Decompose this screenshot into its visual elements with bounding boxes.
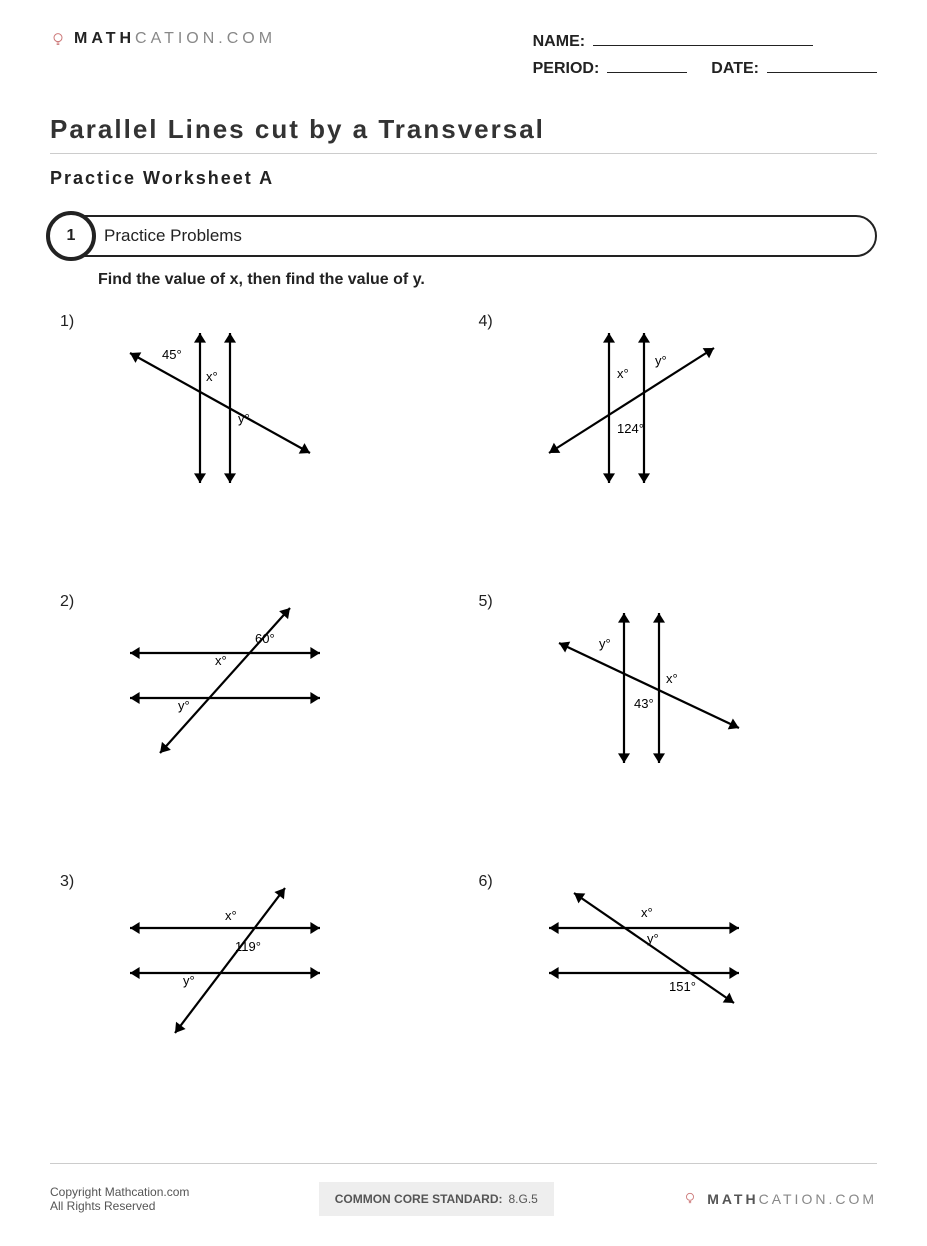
problems-grid: 1) 45° x° y° 4) x° y° 124° 2) 60° x° y° 5) y° x° 43° 3) x…: [60, 313, 877, 1133]
date-blank[interactable]: [767, 57, 877, 73]
angle-label: y°: [599, 636, 611, 651]
brand-bold: MATH: [707, 1191, 758, 1207]
diagram: x° y° 151°: [539, 883, 759, 1056]
student-info: NAME: PERIOD: DATE:: [533, 30, 877, 84]
problem-cell: 2) 60° x° y°: [60, 593, 459, 853]
copyright-line1: Copyright Mathcation.com: [50, 1185, 189, 1199]
angle-label: x°: [215, 653, 227, 668]
section-label: Practice Problems: [104, 226, 242, 246]
ccs-value: 8.G.5: [509, 1192, 538, 1206]
angle-label: y°: [178, 698, 190, 713]
page-header: MATHCATION.COM NAME: PERIOD: DATE:: [50, 30, 877, 84]
brand-logo: MATHCATION.COM: [50, 30, 276, 48]
title-rule: [50, 153, 877, 154]
worksheet-title: Parallel Lines cut by a Transversal: [50, 114, 877, 145]
problem-number: 1): [60, 313, 74, 331]
brand-thin: CATION.COM: [759, 1191, 877, 1207]
angle-label: x°: [206, 369, 218, 384]
diagram: 45° x° y°: [120, 323, 340, 496]
angle-label: 43°: [634, 696, 654, 711]
angle-label: 119°: [235, 939, 261, 954]
brand-bold: MATH: [74, 30, 135, 48]
date-label: DATE:: [711, 60, 759, 78]
angle-label: y°: [238, 411, 250, 426]
problem-cell: 1) 45° x° y°: [60, 313, 459, 573]
angle-label: 60°: [255, 631, 275, 646]
problem-number: 5): [479, 593, 493, 611]
angle-label: y°: [647, 931, 659, 946]
angle-label: x°: [641, 905, 653, 920]
problem-number: 2): [60, 593, 74, 611]
period-label: PERIOD:: [533, 60, 600, 78]
page-footer: Copyright Mathcation.com All Rights Rese…: [50, 1163, 877, 1216]
name-label: NAME:: [533, 33, 585, 51]
ccs-label: COMMON CORE STANDARD:: [335, 1192, 503, 1206]
problem-cell: 6) x° y° 151°: [479, 873, 878, 1133]
bulb-icon: [683, 1191, 699, 1207]
angle-label: 45°: [162, 347, 182, 362]
angle-label: 124°: [617, 421, 644, 436]
angle-label: x°: [666, 671, 678, 686]
diagram: x° 119° y°: [120, 883, 340, 1056]
instruction-text: Find the value of x, then find the value…: [98, 271, 877, 289]
problem-number: 6): [479, 873, 493, 891]
brand-thin: CATION.COM: [135, 30, 276, 48]
worksheet-subtitle: Practice Worksheet A: [50, 168, 877, 189]
diagram: y° x° 43°: [539, 603, 759, 776]
copyright: Copyright Mathcation.com All Rights Rese…: [50, 1185, 189, 1213]
problem-cell: 3) x° 119° y°: [60, 873, 459, 1133]
angle-label: x°: [225, 908, 237, 923]
footer-logo: MATHCATION.COM: [683, 1191, 877, 1207]
problem-cell: 5) y° x° 43°: [479, 593, 878, 853]
diagram: x° y° 124°: [539, 323, 759, 496]
common-core-badge: COMMON CORE STANDARD: 8.G.5: [319, 1182, 554, 1216]
section-header: 1 Practice Problems: [50, 215, 877, 257]
problem-number: 3): [60, 873, 74, 891]
angle-label: 151°: [669, 979, 696, 994]
copyright-line2: All Rights Reserved: [50, 1199, 189, 1213]
angle-label: y°: [183, 973, 195, 988]
section-number: 1: [46, 211, 96, 261]
period-blank[interactable]: [607, 57, 687, 73]
problem-cell: 4) x° y° 124°: [479, 313, 878, 573]
name-blank[interactable]: [593, 30, 813, 46]
angle-label: y°: [655, 353, 667, 368]
problem-number: 4): [479, 313, 493, 331]
bulb-icon: [50, 31, 66, 47]
diagram: 60° x° y°: [120, 603, 340, 776]
angle-label: x°: [617, 366, 629, 381]
